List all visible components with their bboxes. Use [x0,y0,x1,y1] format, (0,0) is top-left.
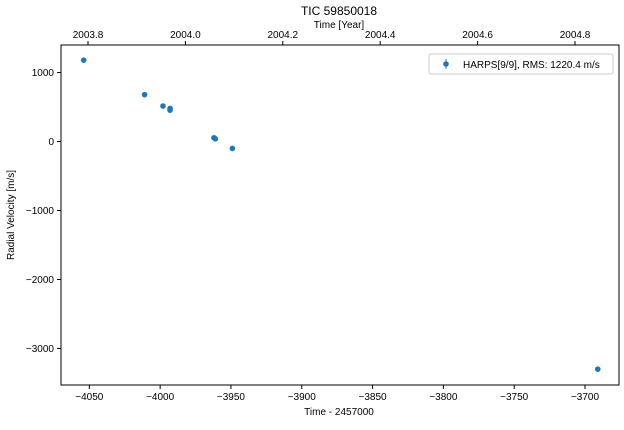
data-point [167,107,173,113]
x-tick-label: −3750 [500,392,529,403]
x-axis-ticks: −4050 −4000 −3950 −3900 −3850 −3800 −3750 −3700 [75,385,599,403]
top-x-axis-label: Time [Year] [314,20,365,31]
top-x-tick-label: 2004.6 [462,30,493,41]
x-tick-label: −3950 [217,392,246,403]
x-tick-label: −3800 [429,392,458,403]
x-axis-label: Time - 2457000 [304,407,374,418]
y-tick-label: 1000 [32,68,55,79]
plot-frame [60,44,620,386]
y-tick-label: −2000 [26,275,55,286]
legend: HARPS[9/9], RMS: 1220.4 m/s [428,53,614,75]
y-axis-label: Radial Velocity [m/s] [6,170,17,260]
data-point [594,366,601,372]
legend-marker [443,61,449,67]
top-x-tick-label: 2004.4 [365,30,396,41]
data-point [229,145,236,152]
top-x-tick-label: 2004.8 [560,30,591,41]
x-tick-label: −3900 [288,392,317,403]
chart-title: TIC 59850018 [301,4,377,18]
data-point [212,135,219,142]
y-tick-label: −1000 [26,206,55,217]
legend-box [428,53,614,75]
x-tick-label: −3850 [359,392,388,403]
top-x-tick-label: 2004.2 [268,30,299,41]
legend-label: HARPS[9/9], RMS: 1220.4 m/s [463,60,600,71]
x-tick-label: −4000 [146,392,175,403]
x-tick-label: −3700 [571,392,600,403]
top-x-tick-label: 2003.8 [73,30,104,41]
data-point [80,57,87,63]
y-axis-ticks: 1000 0 −1000 −2000 −3000 [26,68,61,355]
y-tick-label: 0 [48,137,54,148]
data-point [160,103,166,109]
top-axis-ticks: 2003.8 2004.0 2004.2 2004.4 2004.6 2004.8 [73,30,591,45]
top-x-tick-label: 2004.0 [170,30,201,41]
data-point [141,91,148,98]
data-points [80,57,601,372]
x-tick-label: −4050 [75,392,104,403]
y-tick-label: −3000 [26,344,55,355]
